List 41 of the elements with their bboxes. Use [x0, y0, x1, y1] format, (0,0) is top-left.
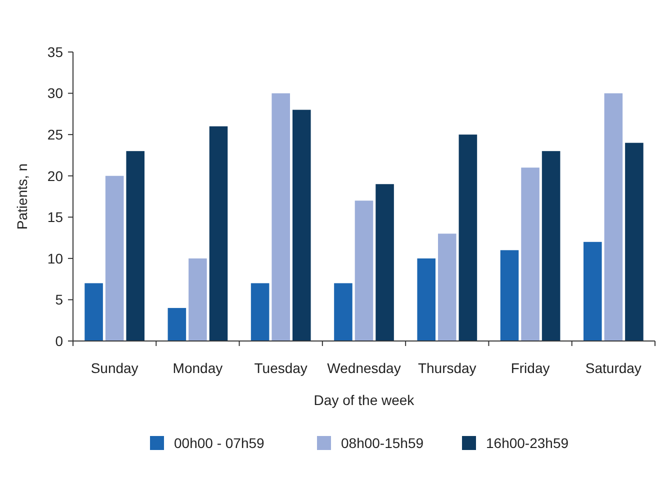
bar [417, 258, 436, 341]
bar [126, 151, 144, 341]
bar [105, 176, 124, 341]
x-axis-title: Day of the week [314, 392, 416, 408]
x-tick-label: Tuesday [254, 360, 308, 376]
bar [438, 234, 456, 341]
bar [542, 151, 560, 341]
y-tick-label: 20 [47, 168, 64, 184]
y-tick-label: 25 [47, 126, 64, 142]
legend-label: 00h00 - 07h59 [174, 434, 265, 451]
x-tick-label: Wednesday [327, 360, 401, 376]
y-tick-label: 0 [55, 332, 64, 349]
bar [354, 200, 374, 341]
bar [376, 184, 394, 341]
y-tick-label: 30 [47, 85, 64, 102]
bar [292, 110, 311, 341]
bar [604, 93, 623, 341]
bar [500, 250, 519, 341]
y-tick-label: 35 [47, 44, 64, 60]
bar [625, 142, 644, 341]
bar [250, 283, 270, 341]
legend-label: 16h00-23h59 [486, 434, 569, 451]
bar [272, 93, 290, 341]
bar [209, 126, 228, 341]
bar [521, 168, 540, 341]
y-tick-label: 15 [47, 209, 64, 226]
bar [583, 242, 602, 341]
bar [334, 283, 352, 341]
bar [84, 283, 103, 341]
bar [188, 258, 207, 341]
bar [168, 308, 186, 341]
y-axis-title: Patients, n [14, 163, 30, 230]
legend-label: 08h00-15h59 [341, 434, 424, 451]
x-tick-label: Friday [510, 360, 550, 376]
x-tick-label: Monday [172, 360, 223, 376]
x-tick-label: Saturday [585, 360, 642, 376]
x-tick-label: Sunday [90, 360, 138, 376]
y-tick-label: 5 [55, 292, 64, 308]
y-tick-label: 10 [47, 250, 64, 266]
x-tick-label: Thursday [418, 360, 476, 376]
bar [458, 134, 478, 341]
